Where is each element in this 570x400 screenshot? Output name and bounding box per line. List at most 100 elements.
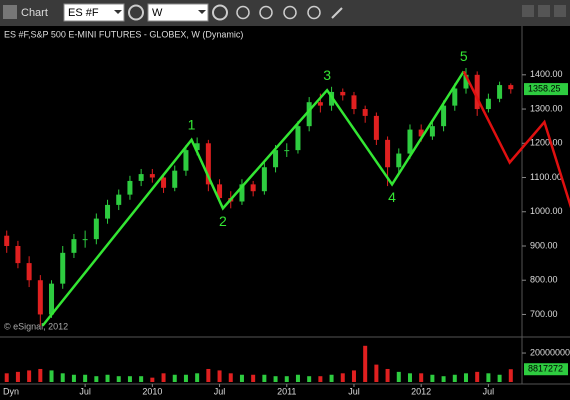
volume-bar xyxy=(307,376,312,382)
y-tick-label: 700.00 xyxy=(530,309,558,319)
volume-bar xyxy=(430,374,435,382)
candle-body xyxy=(441,105,447,127)
last-volume-box xyxy=(524,363,568,376)
volume-bar xyxy=(419,373,424,382)
volume-bar xyxy=(508,369,513,382)
volume-bar xyxy=(329,374,334,382)
volume-bar xyxy=(486,373,491,382)
candle-body xyxy=(396,153,402,168)
volume-bar xyxy=(83,374,88,382)
candle-body xyxy=(273,150,279,168)
interval-input[interactable] xyxy=(147,3,209,22)
volume-bar xyxy=(475,371,480,382)
candle-body xyxy=(284,150,290,152)
symbol-input[interactable] xyxy=(63,3,125,22)
wave-label: 2 xyxy=(219,213,227,229)
volume-bar xyxy=(239,374,244,382)
volume-bar xyxy=(340,373,345,382)
wave-label: 1 xyxy=(188,117,196,133)
y-tick-label: 900.00 xyxy=(530,240,558,250)
candle-body xyxy=(116,194,122,205)
window-button[interactable] xyxy=(538,5,550,17)
volume-bar xyxy=(351,370,356,382)
y-tick-label: 1200.00 xyxy=(530,138,563,148)
candle-body xyxy=(183,150,189,171)
volume-bar xyxy=(463,373,468,382)
volume-bar xyxy=(139,376,144,382)
last-price-box xyxy=(524,83,568,96)
candle-body xyxy=(71,239,77,253)
volume-bar xyxy=(161,373,166,382)
candle-body xyxy=(127,180,133,195)
candle-body xyxy=(138,174,144,181)
volume-bar xyxy=(172,374,177,382)
window-button[interactable] xyxy=(522,5,534,17)
symbol-text: ES #F xyxy=(68,7,99,19)
volume-bar xyxy=(49,370,54,382)
volume-bar xyxy=(94,376,99,382)
x-tick-label: Jul xyxy=(483,386,495,396)
y-tick-label: 1400.00 xyxy=(530,69,563,79)
candle-body xyxy=(317,102,323,106)
candle-body xyxy=(239,184,245,202)
y-tick-label: 1300.00 xyxy=(530,103,563,113)
candle-body xyxy=(161,177,167,188)
candle-body xyxy=(93,218,99,240)
volume-bar xyxy=(38,368,43,382)
refresh-button[interactable] xyxy=(212,4,228,21)
candle-body xyxy=(49,283,55,315)
candle-body xyxy=(373,115,379,140)
volume-bar xyxy=(262,374,267,382)
x-tick-label: 2011 xyxy=(277,386,296,396)
candle-body xyxy=(194,143,200,151)
chart-title: ES #F,S&P 500 E-MINI FUTURES - GLOBEX, W… xyxy=(4,29,243,39)
candle-body xyxy=(351,95,357,110)
volume-bar xyxy=(273,376,278,382)
tool-button[interactable] xyxy=(236,5,250,20)
x-tick-label: Jul xyxy=(348,386,360,396)
candle-body xyxy=(82,239,88,241)
volume-bar xyxy=(127,376,132,382)
footer-label: Dyn xyxy=(3,386,19,396)
wave-label: 4 xyxy=(388,189,396,205)
volume-bar xyxy=(27,370,32,382)
volume-bar xyxy=(363,345,368,382)
dropdown-arrow xyxy=(114,10,122,14)
tool-button[interactable] xyxy=(259,5,273,20)
candle-body xyxy=(485,98,491,110)
volume-bar xyxy=(217,370,222,382)
volume-bar xyxy=(452,374,457,382)
tool-button[interactable] xyxy=(307,5,321,20)
candle-body xyxy=(295,126,301,151)
candle-body xyxy=(105,204,111,219)
volume-bar xyxy=(150,377,155,382)
y-tick-label: 1000.00 xyxy=(530,206,563,216)
volume-bar xyxy=(407,373,412,382)
volume-bar xyxy=(206,368,211,382)
volume-bar xyxy=(60,373,65,382)
settings-button[interactable] xyxy=(128,4,144,21)
x-tick-label: 2010 xyxy=(142,386,162,396)
candle-body xyxy=(172,170,178,188)
play-button[interactable] xyxy=(283,5,297,20)
candle-body xyxy=(508,85,514,90)
volume-bar xyxy=(385,368,390,382)
volume-bar xyxy=(497,374,502,382)
x-tick-label: 2012 xyxy=(411,386,431,396)
candle-body xyxy=(407,129,413,154)
candle-body xyxy=(26,263,32,281)
volume-bar xyxy=(295,374,300,382)
volume-bar xyxy=(441,376,446,382)
y-tick-label: 1100.00 xyxy=(530,172,562,182)
draw-button[interactable] xyxy=(331,7,343,19)
close-button[interactable] xyxy=(554,5,566,17)
volume-bar xyxy=(318,376,323,382)
candle-body xyxy=(463,74,469,89)
candle-body xyxy=(362,109,368,116)
wave-label: 5 xyxy=(460,48,468,64)
candle-body xyxy=(385,139,391,168)
candle-body xyxy=(149,174,155,178)
candle-body xyxy=(340,91,346,96)
candle-body xyxy=(4,235,10,246)
